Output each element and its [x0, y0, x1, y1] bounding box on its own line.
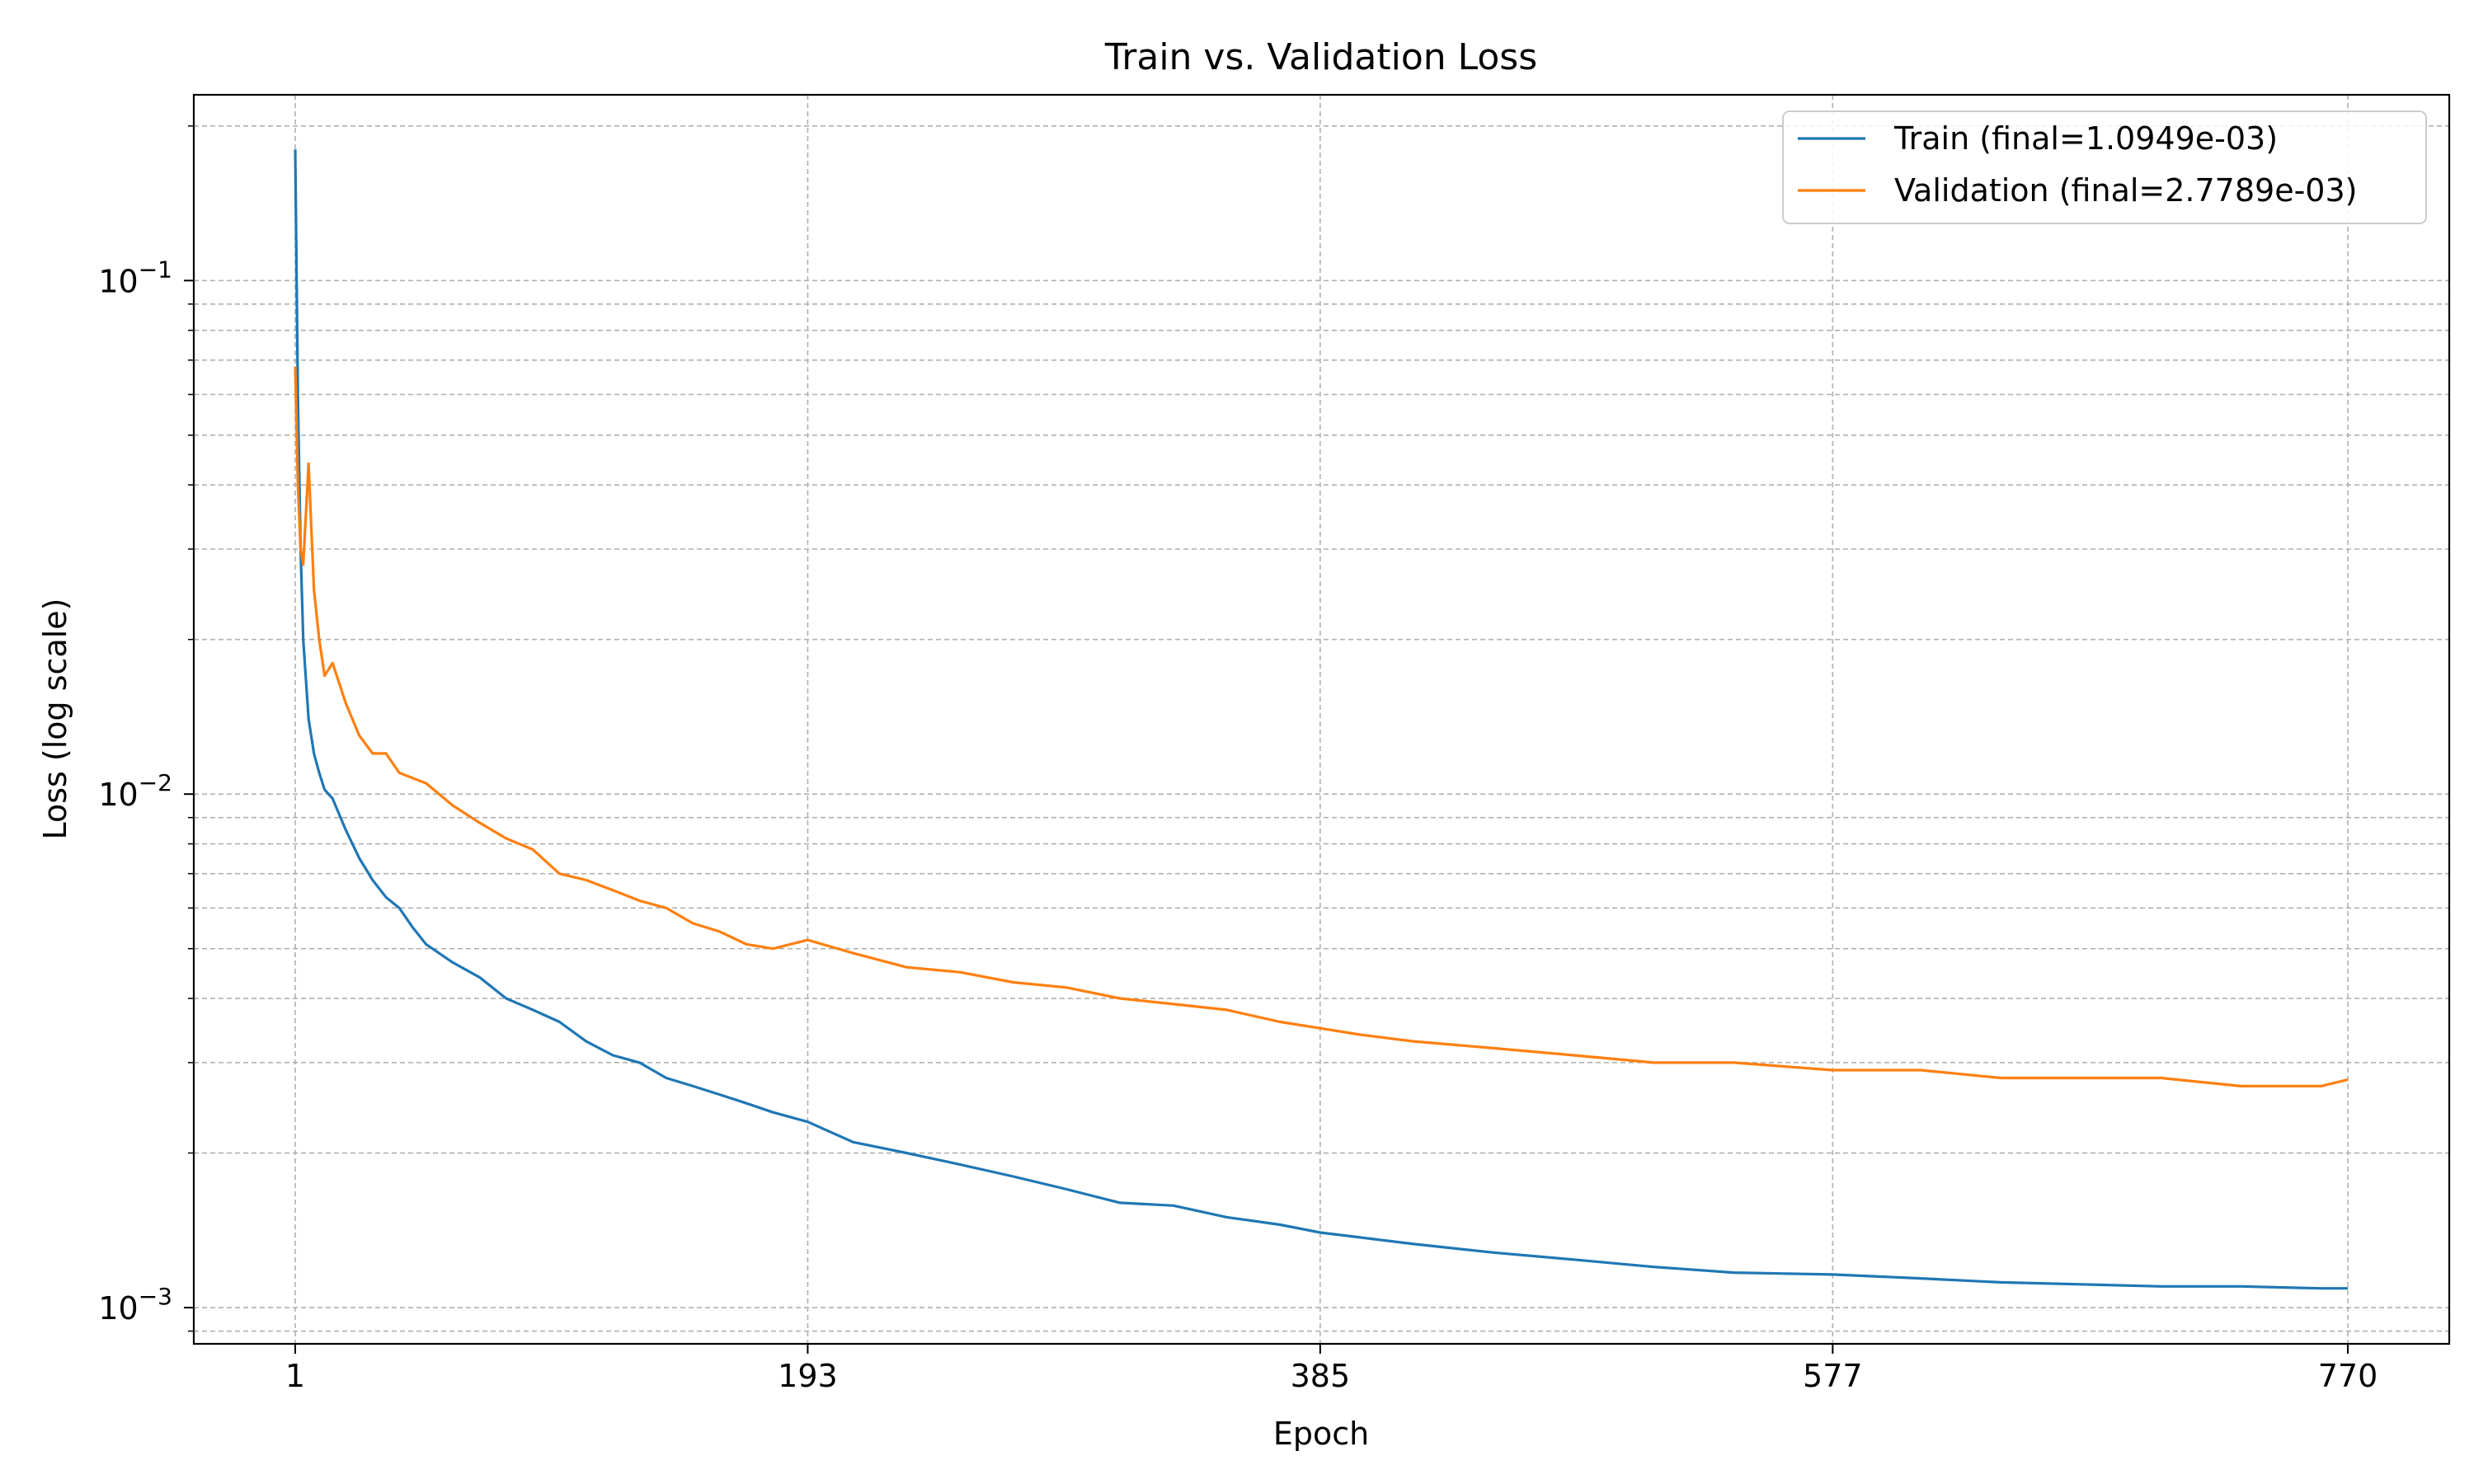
- x-tick-label: 1: [285, 1358, 305, 1394]
- legend-label-train: Train (final=1.0949e-03): [1893, 120, 2278, 157]
- legend-box: [1782, 110, 2427, 224]
- plot-series: [294, 149, 2349, 1290]
- x-tick-label: 577: [1803, 1358, 1863, 1394]
- x-axis-label: Epoch: [1273, 1416, 1369, 1452]
- x-tick-label: 385: [1291, 1358, 1351, 1394]
- x-tick-label: 770: [2318, 1358, 2378, 1394]
- x-tick-label: 193: [778, 1358, 838, 1394]
- y-axis-label: Loss (log scale): [37, 599, 73, 840]
- series-line-validation: [294, 366, 2349, 1088]
- legend-label-validation: Validation (final=2.7789e-03): [1894, 172, 2357, 209]
- grid-lines: [194, 95, 2449, 1344]
- series-line-train: [294, 149, 2348, 1290]
- legend: Train (final=1.0949e-03) Validation (fin…: [1782, 110, 2427, 224]
- chart-title: Train vs. Validation Loss: [1104, 36, 1537, 78]
- axes-frame: [192, 93, 2451, 1345]
